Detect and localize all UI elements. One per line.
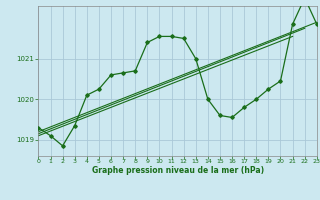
X-axis label: Graphe pression niveau de la mer (hPa): Graphe pression niveau de la mer (hPa) — [92, 166, 264, 175]
